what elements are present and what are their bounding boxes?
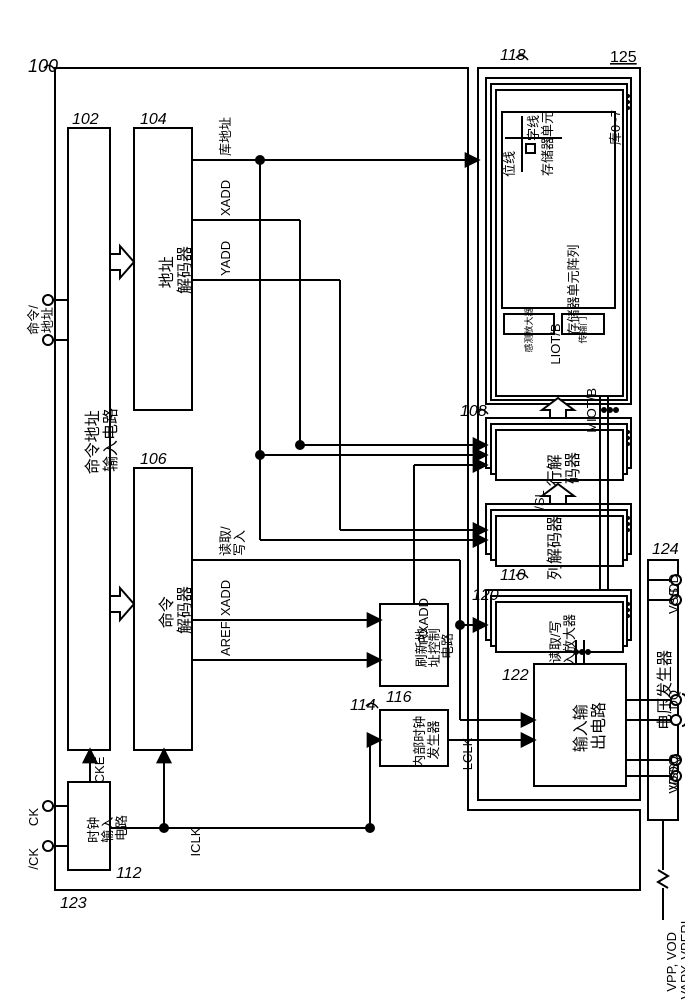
svg-text:读取/写入: 读取/写入: [218, 526, 247, 556]
col-dec-text: 列解码器: [546, 516, 564, 580]
svg-text:命令/地址: 命令/地址: [26, 305, 55, 335]
vss: VSS: [666, 588, 681, 614]
rxadd: RXADD: [416, 598, 431, 644]
ck: CK: [26, 808, 41, 826]
miotb: MIOT/B: [584, 388, 599, 433]
ref-104: 104: [140, 111, 167, 128]
ref-100: 100: [28, 56, 58, 76]
ref-106: 106: [140, 451, 167, 468]
ref-102: 102: [72, 111, 99, 128]
vssq: VSSQ: [666, 754, 681, 790]
ref-108: 108: [460, 403, 487, 420]
tg-label: 传输门: [577, 316, 588, 343]
ref-114: 114: [350, 697, 376, 714]
svg-text:VPP, VOD VARY, VPERI: VPP, VOD VARY, VPERI: [664, 921, 685, 1000]
lclk: LCLK: [460, 737, 475, 770]
ref-120: 120: [472, 587, 499, 604]
cke: CKE: [92, 756, 107, 783]
svg-text:时钟 输入 电路: 时钟 输入 电路: [86, 813, 129, 843]
ref-116: 116: [386, 689, 412, 706]
ref-125: 125: [610, 49, 637, 66]
wl-label: 字线: [526, 115, 541, 141]
memcell-label: 存储器单元: [540, 111, 555, 176]
nck: /CK: [26, 848, 41, 870]
ref-112: 112: [116, 865, 142, 882]
bankaddr: 库地址: [218, 117, 233, 156]
sl: /SL: [532, 490, 547, 510]
ref-124: 124: [652, 541, 679, 558]
ref-122: 122: [502, 667, 529, 684]
ref-110: 110: [500, 567, 526, 584]
ca-input-l1: 命令地址: [84, 410, 102, 474]
xadd: XADD: [218, 180, 233, 216]
yadd: YADD: [218, 241, 233, 276]
banks-label: 库0~7: [608, 110, 623, 145]
vgen-text: 电压发生器: [656, 650, 674, 730]
sa-label: 感测放大器: [523, 307, 534, 352]
svg-text:读取/写 入放大器: 读取/写 入放大器: [548, 614, 577, 666]
bl-label: 位线: [502, 151, 517, 177]
xadd2: XADD: [218, 580, 233, 616]
svg-text:内部时钟 发生器: 内部时钟 发生器: [412, 712, 441, 768]
dq: DQ: [666, 690, 681, 710]
liotb: LIOT/B: [548, 323, 563, 364]
aref: AREF: [218, 621, 233, 656]
ref-123: 123: [60, 895, 87, 912]
iclk: ICLK: [188, 827, 203, 856]
